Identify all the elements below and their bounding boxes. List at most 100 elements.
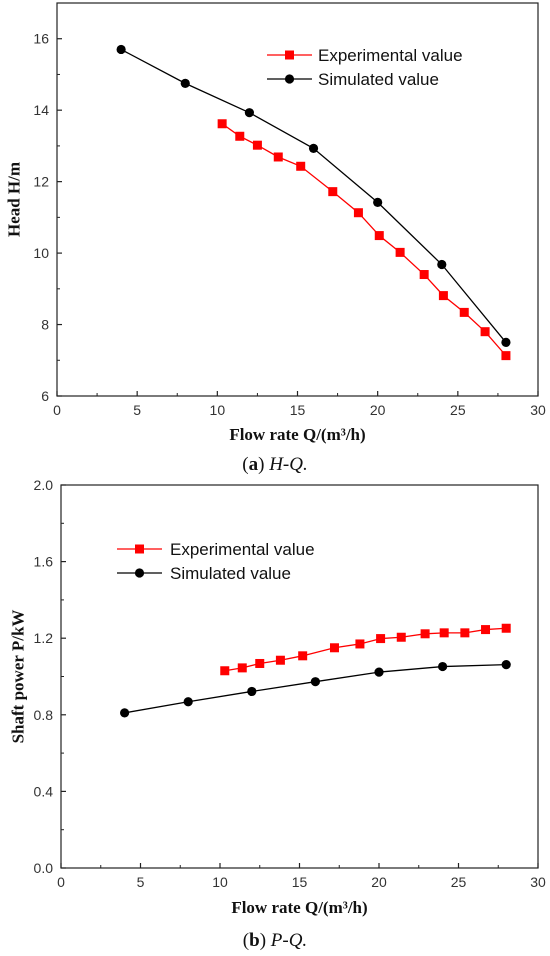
chart-a-x-tick-label: 15 — [290, 402, 306, 418]
chart-a-series-experimental-point — [480, 327, 490, 337]
chart-a-caption-letter: a — [249, 454, 259, 475]
chart-a-y-tick-label: 6 — [41, 388, 49, 404]
chart-a-x-tick-label: 10 — [210, 402, 226, 418]
chart-a-caption: (a) H-Q. — [242, 454, 307, 475]
chart-a-x-axis-label: Flow rate Q/(m³/h) — [229, 425, 365, 444]
chart-b-x-tick-label: 15 — [292, 874, 308, 890]
chart-b-y-tick-label: 0.8 — [34, 707, 54, 723]
chart-a-y-axis-label: Head H/m — [5, 162, 24, 237]
chart-b-caption-paren-open: ( — [243, 930, 249, 951]
chart-b-series-experimental-point — [501, 623, 511, 633]
chart-a-caption-paren-open: ( — [242, 454, 248, 475]
chart-b-series-experimental-point — [220, 666, 230, 676]
chart-b-x-tick-label: 20 — [371, 874, 387, 890]
chart-b-series-experimental-point — [298, 651, 308, 661]
chart-b-y-axis-label: Shaft power P/kW — [9, 610, 28, 744]
chart-b-series-experimental — [220, 623, 511, 676]
chart-b-caption-text: P-Q. — [270, 930, 307, 951]
chart-b-series-experimental-point — [376, 634, 386, 644]
chart-a-y-tick-label: 8 — [41, 317, 49, 333]
chart-b-y-tick-label: 0.4 — [34, 783, 54, 799]
chart-a-plot-frame — [56, 2, 539, 397]
chart-b-series-simulated-point — [120, 708, 130, 718]
chart-b-series-experimental-point — [420, 629, 430, 639]
chart-b-legend-marker — [135, 544, 144, 554]
chart-a-legend-label: Simulated value — [318, 70, 439, 89]
chart-b-y-tick-label: 1.2 — [34, 630, 54, 646]
chart-a-caption-paren-close: ) — [258, 454, 269, 475]
chart-b-x-tick-label: 25 — [451, 874, 467, 890]
chart-b-caption-paren-close: ) — [260, 930, 271, 951]
chart-a-x-tick-label: 25 — [450, 402, 466, 418]
chart-a-caption-text: H-Q. — [268, 454, 308, 475]
chart-b-series-experimental-point — [275, 655, 285, 665]
chart-a-series-experimental-point — [395, 247, 405, 257]
chart-a-series-experimental-line — [221, 123, 507, 357]
chart-a-x-tick-label: 0 — [53, 402, 61, 418]
chart-b-series-experimental-point — [329, 643, 339, 653]
chart-b-legend-label: Simulated value — [170, 564, 291, 583]
chart-a-series-experimental-point — [374, 231, 384, 241]
chart-a-series-experimental-point — [501, 351, 511, 361]
chart-a-series-experimental-point — [252, 140, 262, 150]
chart-a-series-simulated-point — [244, 108, 254, 118]
chart-a-series-experimental — [217, 119, 511, 361]
chart-a-series-simulated-point — [373, 197, 383, 207]
chart-b-series-simulated-line — [124, 663, 507, 714]
chart-b-legend-label: Experimental value — [170, 540, 315, 559]
chart-a-x-tick-label: 30 — [530, 402, 546, 418]
chart-a-y-tick-label: 16 — [33, 31, 49, 47]
chart-b-series-experimental-point — [396, 632, 406, 642]
chart-b-legend-marker — [134, 568, 145, 578]
chart-b-series-experimental-point — [355, 639, 365, 649]
chart-b-series-simulated-point — [374, 667, 384, 677]
chart-a-y-tick-label: 10 — [33, 245, 49, 261]
chart-a-series-simulated — [116, 44, 511, 348]
chart-a-y-tick-label: 12 — [33, 174, 49, 190]
chart-a-legend-marker — [284, 74, 295, 84]
chart-a-y-tick-label: 14 — [33, 102, 49, 118]
chart-b-series-simulated-point — [310, 677, 320, 687]
chart-b-y-tick-label: 2.0 — [34, 477, 54, 493]
chart-a-series-simulated-point — [180, 78, 190, 88]
chart-b-series-simulated-point — [438, 661, 448, 672]
chart-b-x-tick-label: 30 — [530, 874, 546, 890]
chart-a-series-simulated-point — [116, 44, 126, 55]
chart-a-series-simulated-point — [437, 259, 447, 270]
chart-a-legend-label: Experimental value — [318, 46, 463, 65]
chart-b-x-axis-label: Flow rate Q/(m³/h) — [231, 898, 367, 917]
chart-a-series-experimental-point — [235, 131, 245, 141]
chart-b-x-tick-label: 0 — [57, 874, 65, 890]
chart-b-caption: (b) P-Q. — [243, 930, 307, 951]
chart-a-series-simulated-line — [120, 48, 507, 343]
chart-a-series-experimental-point — [353, 208, 363, 218]
chart-b-series-simulated — [120, 660, 511, 718]
chart-b-y-tick-label: 1.6 — [34, 554, 54, 570]
chart-a-series-experimental-point — [217, 119, 227, 129]
chart-b-series-experimental-point — [460, 628, 470, 638]
chart-a-series-experimental-point — [419, 270, 429, 280]
chart-b-x-tick-label: 5 — [137, 874, 145, 890]
chart-b-series-simulated-point — [501, 660, 511, 670]
chart-a-series-experimental-point — [273, 152, 283, 162]
chart-b: 0 5 10 15 20 25 30 0.0 0.4 0.8 1.2 1.6 2.0 Flow rate … — [9, 477, 546, 951]
chart-b-series-simulated-point — [183, 697, 193, 707]
chart-a-series-simulated-point — [308, 143, 319, 154]
chart-a-legend-marker — [285, 50, 294, 60]
chart-b-series-experimental-point — [255, 658, 265, 668]
chart-b-x-tick-label: 10 — [212, 874, 228, 890]
chart-b-caption-letter: b — [249, 930, 260, 951]
chart-a-series-experimental-point — [459, 307, 469, 317]
chart-a-series-experimental-point — [438, 291, 448, 301]
chart-a-x-tick-label: 5 — [133, 402, 141, 418]
chart-a-series-experimental-point — [328, 187, 338, 197]
chart-b-series-simulated-point — [247, 686, 257, 697]
chart-a-series-experimental-point — [296, 161, 306, 171]
chart-b-series-experimental-point — [439, 628, 449, 638]
chart-a-x-tick-label: 20 — [370, 402, 386, 418]
chart-a: 0 5 10 15 20 25 30 6 8 10 12 14 16 Flow rate Q/(m³/h)… — [5, 2, 546, 475]
chart-b-y-tick-label: 0.0 — [34, 860, 54, 876]
chart-b-series-experimental-point — [237, 663, 247, 673]
chart-b-series-experimental-point — [481, 625, 491, 635]
